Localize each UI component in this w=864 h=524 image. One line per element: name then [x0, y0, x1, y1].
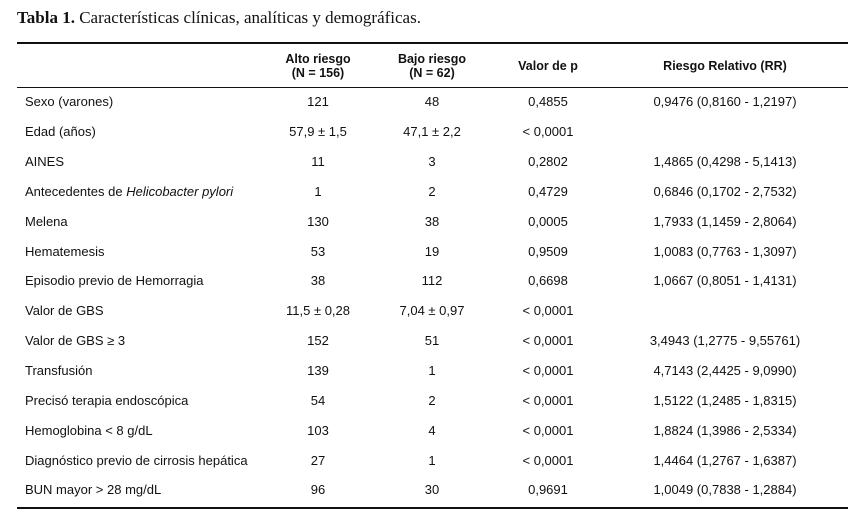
cell-rr: 1,0667 (0,8051 - 1,4131): [653, 273, 797, 288]
cell-p: 0,4855: [528, 94, 568, 109]
row-label: Antecedentes de Helicobacter pylori: [25, 184, 233, 200]
cell-alto: 103: [307, 423, 329, 438]
cell-rr: 3,4943 (1,2775 - 9,55761): [649, 333, 801, 348]
row-label-prefix: Antecedentes de: [25, 184, 127, 199]
cell-alto: 152: [307, 333, 329, 348]
cell-bajo: 1: [428, 453, 436, 468]
row-label: AINES: [25, 154, 65, 169]
cell-p: 0,6698: [528, 273, 568, 288]
cell-bajo: 47,1 ± 2,2: [403, 124, 461, 139]
cell-bajo: 2: [428, 393, 436, 408]
header-bajo-riesgo-count: (N = 62): [409, 66, 455, 80]
cell-alto: 54: [310, 393, 326, 408]
cell-bajo: 112: [421, 273, 443, 288]
header-valor-p: Valor de p: [518, 59, 578, 73]
cell-bajo: 3: [428, 154, 436, 169]
table-caption-text: Características clínicas, analíticas y d…: [79, 8, 421, 27]
cell-rr: 0,9476 (0,8160 - 1,2197): [653, 94, 797, 109]
cell-alto: 96: [310, 482, 326, 497]
cell-alto: 27: [310, 453, 326, 468]
row-label: BUN mayor > 28 mg/dL: [25, 482, 162, 497]
cell-alto: 11,5 ± 0,28: [286, 303, 350, 318]
cell-alto: 130: [307, 214, 329, 229]
cell-p: < 0,0001: [522, 363, 574, 378]
row-label: Valor de GBS ≥ 3: [25, 333, 126, 348]
cell-p: < 0,0001: [522, 453, 574, 468]
header-alto-riesgo-count: (N = 156): [291, 66, 345, 80]
cell-p: 0,0005: [528, 214, 568, 229]
header-bajo-riesgo: Bajo riesgo (N = 62): [370, 52, 494, 80]
cell-alto: 139: [307, 363, 329, 378]
cell-bajo: 38: [424, 214, 440, 229]
row-label: Edad (años): [25, 124, 96, 139]
cell-p: 0,9509: [528, 244, 568, 259]
cell-rr: 1,4865 (0,4298 - 5,1413): [653, 154, 797, 169]
cell-p: < 0,0001: [522, 423, 574, 438]
cell-bajo: 48: [424, 94, 440, 109]
cell-bajo: 4: [428, 423, 436, 438]
row-label: Precisó terapia endoscópica: [25, 393, 189, 408]
row-label: Hemoglobina < 8 g/dL: [25, 423, 153, 438]
table-caption: Tabla 1. Características clínicas, analí…: [17, 8, 421, 28]
cell-alto: 53: [310, 244, 326, 259]
row-label: Valor de GBS: [25, 303, 104, 318]
cell-rr: 1,7933 (1,1459 - 2,8064): [653, 214, 797, 229]
row-label: Episodio previo de Hemorragia: [25, 273, 204, 288]
cell-bajo: 19: [424, 244, 440, 259]
cell-rr: 1,5122 (1,2485 - 1,8315): [653, 393, 797, 408]
cell-bajo: 30: [424, 482, 440, 497]
row-label: Sexo (varones): [25, 94, 114, 109]
cell-p: 0,2802: [528, 154, 568, 169]
cell-alto: 57,9 ± 1,5: [289, 124, 347, 139]
table-caption-label: Tabla 1.: [17, 8, 75, 27]
cell-rr: 1,8824 (1,3986 - 2,5334): [653, 423, 797, 438]
cell-p: < 0,0001: [522, 303, 574, 318]
row-label: Diagnóstico previo de cirrosis hepática: [25, 453, 248, 468]
row-label: Hematemesis: [25, 244, 105, 259]
cell-rr: 1,0083 (0,7763 - 1,3097): [653, 244, 797, 259]
table-header-rule: [17, 87, 848, 88]
header-riesgo-relativo: Riesgo Relativo (RR): [663, 59, 787, 73]
row-label: Transfusión: [25, 363, 93, 378]
row-label: Melena: [25, 214, 68, 229]
cell-bajo: 7,04 ± 0,97: [399, 303, 465, 318]
cell-p: 0,9691: [528, 482, 568, 497]
cell-alto: 1: [314, 184, 322, 199]
cell-alto: 11: [311, 154, 325, 169]
header-bajo-riesgo-title: Bajo riesgo: [397, 52, 467, 66]
cell-rr: 4,7143 (2,4425 - 9,0990): [653, 363, 797, 378]
cell-bajo: 51: [424, 333, 440, 348]
row-label-species: Helicobacter pylori: [126, 184, 234, 199]
table-top-rule: [17, 42, 848, 44]
cell-rr: 1,4464 (1,2767 - 1,6387): [653, 453, 797, 468]
cell-p: < 0,0001: [522, 333, 574, 348]
header-alto-riesgo-title: Alto riesgo: [285, 52, 351, 66]
cell-bajo: 1: [428, 363, 436, 378]
cell-alto: 121: [307, 94, 329, 109]
cell-rr: 1,0049 (0,7838 - 1,2884): [653, 482, 797, 497]
header-alto-riesgo: Alto riesgo (N = 156): [256, 52, 380, 80]
cell-p: 0,4729: [528, 184, 568, 199]
table-bottom-rule: [17, 507, 848, 509]
cell-p: < 0,0001: [522, 393, 574, 408]
cell-rr: 0,6846 (0,1702 - 2,7532): [653, 184, 797, 199]
cell-alto: 38: [310, 273, 326, 288]
cell-bajo: 2: [428, 184, 436, 199]
cell-p: < 0,0001: [522, 124, 574, 139]
